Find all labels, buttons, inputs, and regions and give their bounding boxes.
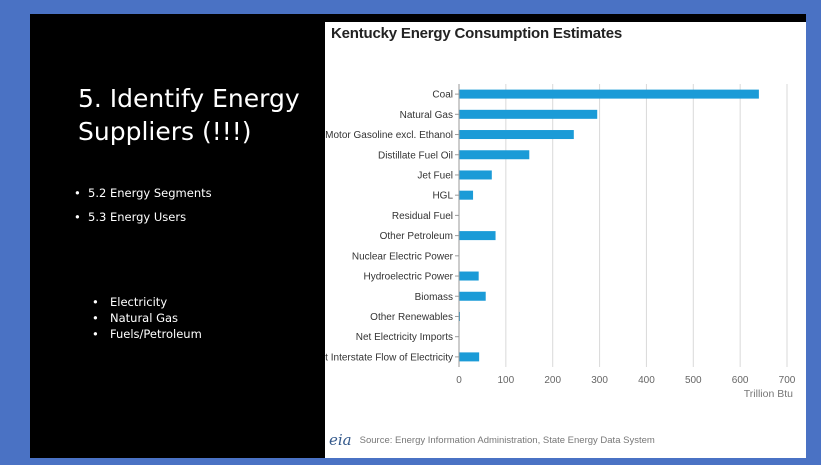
bar-chart: Coal Natural Gas Motor Gasoline excl. Etha…: [325, 84, 796, 400]
x-axis-label: Trillion Btu: [744, 388, 793, 400]
x-tick-label: 0: [456, 375, 462, 386]
x-tick-label: 100: [498, 375, 515, 386]
bar: [459, 231, 496, 241]
eia-logo: eia: [329, 431, 352, 449]
category-label: Other Renewables: [370, 312, 453, 323]
slide-title: 5. Identify Energy Suppliers (!!!): [78, 84, 300, 146]
category-label: Residual Fuel: [392, 211, 453, 222]
category-label: Net Electricity Imports: [356, 332, 453, 343]
x-tick-label: 600: [732, 375, 749, 386]
x-tick-label: 500: [685, 375, 702, 386]
chart-title: Kentucky Energy Consumption Estimates: [331, 25, 622, 42]
chart-source: eia Source: Energy Information Administr…: [329, 431, 655, 449]
bar: [459, 170, 492, 180]
sub-bullet-item: Natural Gas: [92, 310, 202, 326]
bar: [459, 190, 474, 200]
bullet-item: 5.2 Energy Segments: [74, 181, 212, 205]
bullet-item: 5.3 Energy Users: [74, 205, 212, 229]
sub-bullet-list: Electricity Natural Gas Fuels/Petroleum: [92, 294, 202, 342]
category-label: Net Interstate Flow of Electricity: [325, 352, 453, 363]
bar: [459, 130, 574, 140]
category-label: Biomass: [415, 292, 453, 303]
category-label: Jet Fuel: [417, 170, 453, 181]
category-label: Coal: [432, 90, 453, 101]
category-label: Motor Gasoline excl. Ethanol: [325, 130, 453, 141]
sub-bullet-item: Electricity: [92, 294, 202, 310]
chart-panel: Kentucky Energy Consumption Estimates Co…: [325, 22, 806, 458]
bar: [459, 109, 598, 119]
category-label: Other Petroleum: [380, 231, 453, 242]
category-label: Hydroelectric Power: [364, 272, 454, 283]
bar: [459, 150, 530, 160]
category-label: Distillate Fuel Oil: [378, 150, 453, 161]
bar: [459, 89, 759, 99]
bar: [459, 271, 479, 281]
x-tick-label: 300: [591, 375, 608, 386]
source-text: Source: Energy Information Administratio…: [359, 434, 655, 446]
sub-bullet-item: Fuels/Petroleum: [92, 326, 202, 342]
x-tick-label: 200: [544, 375, 561, 386]
bullet-list: 5.2 Energy Segments 5.3 Energy Users: [74, 181, 212, 229]
x-tick-label: 400: [638, 375, 655, 386]
category-label: Nuclear Electric Power: [352, 251, 454, 262]
category-label: HGL: [432, 191, 453, 202]
bar: [459, 352, 480, 362]
x-tick-label: 700: [779, 375, 796, 386]
category-label: Natural Gas: [400, 110, 453, 121]
bar: [459, 291, 486, 301]
